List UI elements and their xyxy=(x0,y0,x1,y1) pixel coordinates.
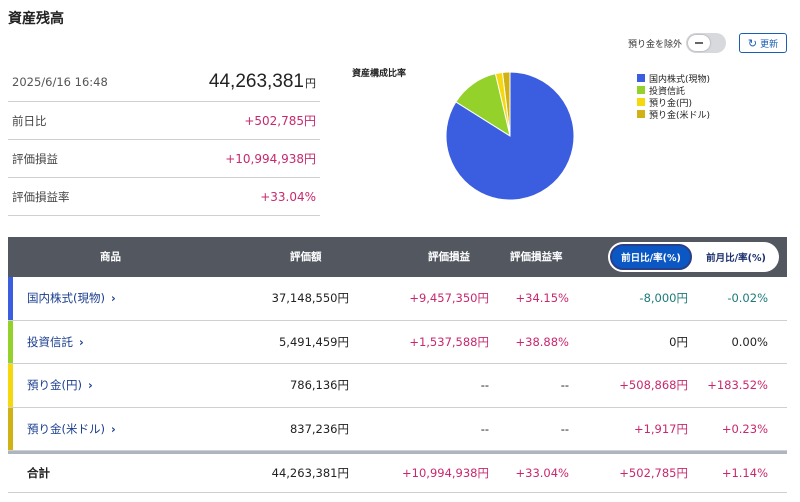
summary-value: +502,785円 xyxy=(244,114,316,128)
row-product-link[interactable]: 預り金(円) › xyxy=(27,364,93,407)
page-title: 資産残高 xyxy=(8,11,64,27)
row-day-rate: +0.23% xyxy=(721,421,768,436)
exclude-deposit-toggle[interactable] xyxy=(686,33,726,53)
total-gain-rate: +33.04% xyxy=(515,466,570,480)
header-product: 商品 xyxy=(100,251,121,263)
legend-item: 投資信託 xyxy=(637,84,710,97)
row-color-bar xyxy=(8,407,13,450)
legend-item: 国内株式(現物) xyxy=(637,72,711,85)
asset-pie-chart xyxy=(445,71,575,201)
summary-row-day-change: 前日比 +502,785円 xyxy=(8,102,320,140)
exclude-deposit-label: 預り金を除外 xyxy=(628,40,683,50)
row-gain-rate: -- xyxy=(560,421,569,436)
chevron-right-icon: › xyxy=(110,291,116,306)
header-value: 評価額 xyxy=(290,251,322,263)
legend-label: 投資信託 xyxy=(649,86,686,97)
legend-swatch xyxy=(637,86,645,94)
table-row: 預り金(米ドル) › 837,236円 -- -- +1,917円 +0.23% xyxy=(8,407,787,451)
toggle-knob xyxy=(688,35,710,51)
summary-panel: 2025/6/16 16:48 44,263,381円 前日比 +502,785… xyxy=(8,62,320,216)
tab-month-change[interactable]: 前月比/率(%) xyxy=(706,253,766,264)
summary-row-gain-rate: 評価損益率 +33.04% xyxy=(8,178,320,216)
summary-value: +33.04% xyxy=(260,189,316,204)
row-value: 37,148,550円 xyxy=(271,291,349,306)
row-value: 837,236円 xyxy=(289,421,349,436)
row-day-change: +508,868円 xyxy=(619,378,688,393)
refresh-button[interactable]: ↻ 更新 xyxy=(739,33,787,53)
summary-label: 評価損益 xyxy=(12,151,58,166)
total-value-unit: 円 xyxy=(305,77,316,90)
total-day-rate: +1.14% xyxy=(721,466,768,480)
legend-item: 預り金(米ドル) xyxy=(637,108,711,121)
legend-item: 預り金(円) xyxy=(637,96,710,109)
chevron-right-icon: › xyxy=(87,378,93,393)
row-gain: -- xyxy=(480,421,489,436)
table-row: 預り金(円) › 786,136円 -- -- +508,868円 +183.52… xyxy=(8,364,787,408)
summary-value: +10,994,938円 xyxy=(225,152,316,166)
row-value: 786,136円 xyxy=(289,378,349,393)
period-toggle: 前日比/率(%) 前月比/率(%) xyxy=(608,242,779,272)
pie-legend: 国内株式(現物) 投資信託 預り金(円) 預り金(米ドル) xyxy=(637,72,711,121)
summary-datetime: 2025/6/16 16:48 xyxy=(12,74,108,89)
chevron-right-icon: › xyxy=(79,334,84,349)
pie-chart-title: 資産構成比率 xyxy=(352,69,407,79)
legend-label: 預り金(円) xyxy=(649,98,693,109)
row-product-link[interactable]: 国内株式(現物) › xyxy=(27,277,116,320)
product-name: 預り金(円) xyxy=(27,378,82,393)
header-gain: 評価損益 xyxy=(428,251,470,263)
row-color-bar xyxy=(8,364,13,407)
legend-label: 国内株式(現物) xyxy=(649,74,711,85)
row-gain-rate: -- xyxy=(560,378,569,393)
legend-swatch xyxy=(637,74,645,82)
row-day-change: -8,000円 xyxy=(639,291,688,306)
table-total-row: 合計 44,263,381円 +10,994,938円 +33.04% +502… xyxy=(8,451,787,493)
pie-slice-domestic-stock xyxy=(445,71,575,201)
total-day-change: +502,785円 xyxy=(619,466,688,480)
table-row: 投資信託 › 5,491,459円 +1,537,588円 +38.88% 0円 … xyxy=(8,320,787,364)
row-product-link[interactable]: 預り金(米ドル) › xyxy=(27,408,116,451)
row-gain: -- xyxy=(480,378,489,393)
row-value: 5,491,459円 xyxy=(278,334,349,349)
row-color-bar xyxy=(8,277,13,320)
row-product-link[interactable]: 投資信託 › xyxy=(27,321,84,364)
holdings-table: 商品 評価額 評価損益 評価損益率 前日比/率(%) 前月比/率(%) 国内株式… xyxy=(8,237,787,493)
product-name: 投資信託 xyxy=(27,334,73,349)
row-day-rate: -0.02% xyxy=(727,291,768,306)
header-gain-rate: 評価損益率 xyxy=(510,251,563,263)
row-day-change: 0円 xyxy=(669,334,688,349)
row-gain-rate: +38.88% xyxy=(515,334,570,349)
minus-icon xyxy=(695,42,703,44)
total-label: 合計 xyxy=(27,466,50,480)
row-gain: +1,537,588円 xyxy=(409,334,489,349)
table-row: 国内株式(現物) › 37,148,550円 +9,457,350円 +34.15… xyxy=(8,277,787,321)
legend-label: 預り金(米ドル) xyxy=(649,110,711,121)
summary-label: 前日比 xyxy=(12,113,47,128)
total-gain: +10,994,938円 xyxy=(402,466,489,480)
table-header: 商品 評価額 評価損益 評価損益率 前日比/率(%) 前月比/率(%) xyxy=(8,237,787,277)
chevron-right-icon: › xyxy=(110,421,116,436)
row-gain: +9,457,350円 xyxy=(409,291,489,306)
product-name: 国内株式(現物) xyxy=(27,291,105,306)
summary-label: 評価損益率 xyxy=(12,189,70,204)
legend-swatch xyxy=(637,98,645,106)
total-value-number: 44,263,381 xyxy=(208,70,304,92)
product-name: 預り金(米ドル) xyxy=(27,421,105,436)
row-gain-rate: +34.15% xyxy=(515,291,570,306)
total-value: 44,263,381円 xyxy=(271,466,349,480)
legend-swatch xyxy=(637,110,645,118)
summary-row-gain: 評価損益 +10,994,938円 xyxy=(8,140,320,178)
row-day-change: +1,917円 xyxy=(633,421,688,436)
row-day-rate: +183.52% xyxy=(707,378,768,393)
row-day-rate: 0.00% xyxy=(731,334,768,349)
refresh-icon: ↻ xyxy=(747,36,758,50)
row-color-bar xyxy=(8,320,13,363)
tab-day-change[interactable]: 前日比/率(%) xyxy=(610,244,692,270)
refresh-label: 更新 xyxy=(760,39,779,50)
summary-total-row: 2025/6/16 16:48 44,263,381円 xyxy=(8,62,320,102)
summary-total-value: 44,263,381円 xyxy=(209,71,316,93)
